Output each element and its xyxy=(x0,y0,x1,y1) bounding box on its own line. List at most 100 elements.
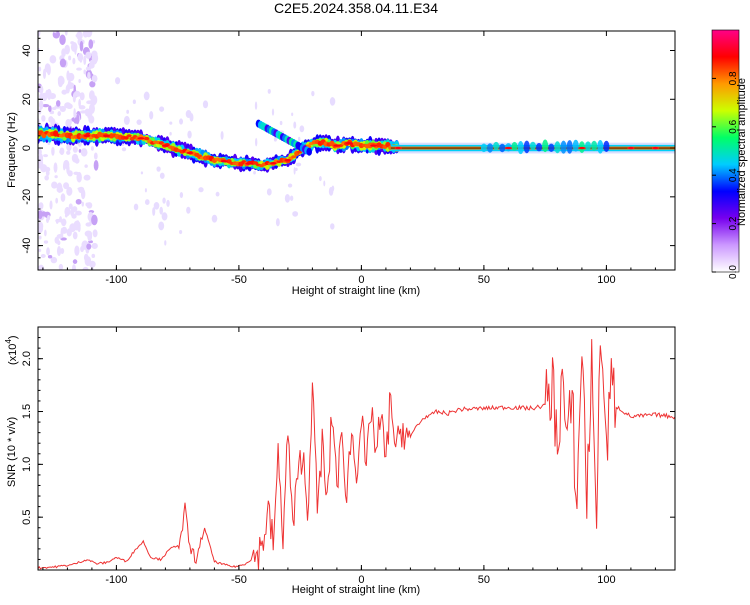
noise-blob xyxy=(149,110,154,120)
noise-blob xyxy=(166,199,170,207)
noise-blob xyxy=(186,206,191,214)
noise-blob xyxy=(50,256,58,264)
spectrogram-frame xyxy=(37,30,676,271)
noise-blob xyxy=(220,130,224,140)
noise-blob xyxy=(55,100,61,107)
noise-blob xyxy=(273,137,277,142)
spectrogram-ridge xyxy=(38,119,675,173)
noise-blob xyxy=(60,218,67,227)
ridge-peak xyxy=(651,146,659,150)
noise-blob xyxy=(38,66,42,72)
ridge-blob xyxy=(572,139,579,152)
spectrogram-x-label: Height of straight line (km) xyxy=(292,285,420,297)
colorbar-tick-label: 0.2 xyxy=(728,216,739,230)
ridge-peak xyxy=(83,134,91,138)
noise-blob xyxy=(202,100,209,109)
noise-blob xyxy=(79,92,85,101)
noise-blob xyxy=(293,121,297,129)
noise-blob xyxy=(67,170,73,177)
colorbar-tick-label: 0.0 xyxy=(728,265,739,279)
noise-blob xyxy=(297,136,301,142)
noise-blob xyxy=(318,175,322,182)
snr-y-ticks: 0.5 1.0 1.5 2.0 xyxy=(21,337,675,560)
noise-blob xyxy=(43,240,49,244)
noise-blob xyxy=(88,115,95,124)
ridge-peak xyxy=(220,160,228,163)
ridge-peak xyxy=(504,146,512,150)
noise-blob xyxy=(38,31,41,37)
spectrogram-y-ticks: -40 -20 0 20 40 xyxy=(21,37,675,259)
noise-blob xyxy=(81,201,84,207)
noise-blob xyxy=(279,120,283,126)
noise-blob xyxy=(291,112,294,117)
colorbar-label: Normalized spectral amplitude xyxy=(736,78,748,226)
ridge-blob xyxy=(517,141,524,155)
noise-blob xyxy=(39,85,44,95)
noise-blob xyxy=(53,162,58,173)
noise-blob xyxy=(79,40,84,52)
spectrogram-y-label: Frequency (Hz) xyxy=(6,112,18,188)
snr-y-label: SNR (10 * v/v) xyxy=(6,417,18,487)
noise-blob xyxy=(66,150,71,155)
noise-blob xyxy=(80,148,88,157)
svg-text:(x104): (x104) xyxy=(4,335,19,365)
noise-blob xyxy=(69,118,72,125)
y-tick-label: 0 xyxy=(21,145,33,151)
ridge-blob xyxy=(554,141,561,154)
noise-blob xyxy=(330,223,335,230)
noise-blob xyxy=(72,146,78,153)
colorbar-tick-label: 0.6 xyxy=(728,119,739,133)
noise-blob xyxy=(66,186,73,196)
noise-blob xyxy=(87,231,93,242)
ridge-peak xyxy=(578,146,586,150)
noise-blob xyxy=(153,202,160,210)
noise-blob xyxy=(38,235,42,240)
noise-blob xyxy=(59,150,63,154)
noise-blob xyxy=(61,226,68,234)
noise-blob xyxy=(75,210,82,216)
snr-scale-exponent: 4 xyxy=(4,339,13,344)
ridge-blob xyxy=(291,155,297,159)
noise-blob xyxy=(57,183,61,192)
snr-frame xyxy=(37,326,676,571)
noise-blob xyxy=(295,162,302,167)
noise-blob xyxy=(54,236,59,244)
noise-blob xyxy=(41,115,46,122)
noise-blob xyxy=(287,183,293,188)
noise-blob xyxy=(132,99,136,105)
noise-blob xyxy=(88,39,94,49)
noise-blob xyxy=(38,202,44,210)
noise-blob xyxy=(38,100,44,110)
noise-blob xyxy=(85,51,92,59)
y-tick-label: 2.0 xyxy=(21,351,33,366)
noise-blob xyxy=(72,264,76,270)
ridge-blob xyxy=(511,141,518,151)
noise-blob xyxy=(93,159,99,171)
ridge-blob xyxy=(487,143,494,153)
noise-blob xyxy=(72,57,76,65)
snr-series-line xyxy=(38,339,675,570)
noise-blob xyxy=(311,90,315,97)
x-tick-label: -100 xyxy=(105,274,127,286)
noise-blob xyxy=(89,91,92,100)
noise-blob xyxy=(91,253,96,259)
noise-blob xyxy=(83,55,87,66)
noise-blob xyxy=(328,186,334,196)
noise-blob xyxy=(161,212,168,221)
spectrogram-marks xyxy=(38,31,675,270)
noise-blob xyxy=(76,31,83,40)
noise-blob xyxy=(85,222,92,227)
noise-blob xyxy=(78,105,86,110)
ridge-peak xyxy=(186,151,194,155)
noise-blob xyxy=(38,221,44,231)
noise-blob xyxy=(77,53,84,62)
noise-blob xyxy=(159,206,163,215)
noise-blob xyxy=(75,198,82,205)
noise-blob xyxy=(60,248,65,254)
noise-blob xyxy=(70,208,75,217)
noise-blob xyxy=(179,229,183,235)
noise-blob xyxy=(144,199,150,206)
ridge-peak xyxy=(137,137,145,140)
noise-blob xyxy=(88,260,96,268)
